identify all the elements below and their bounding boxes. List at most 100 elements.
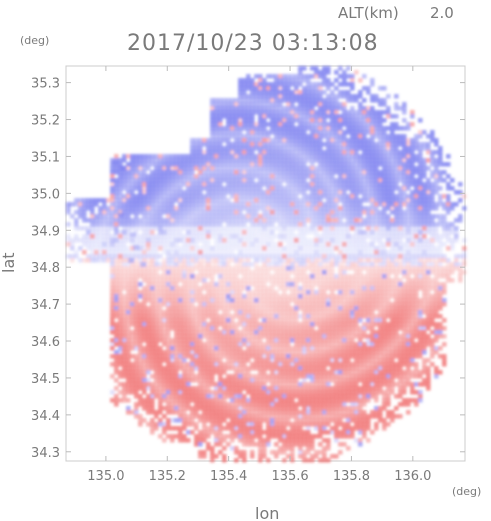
velocity-cell	[154, 242, 159, 247]
velocity-cell	[386, 162, 391, 167]
velocity-cell	[138, 222, 143, 227]
velocity-cell	[298, 314, 303, 319]
velocity-cell	[390, 334, 395, 339]
velocity-cell	[246, 110, 251, 115]
velocity-cell	[218, 174, 223, 179]
velocity-cell	[134, 274, 139, 279]
velocity-cell	[258, 322, 263, 327]
velocity-cell	[390, 154, 395, 159]
velocity-cell	[366, 246, 371, 251]
velocity-cell	[282, 78, 287, 83]
velocity-cell	[462, 250, 467, 255]
velocity-cell	[226, 266, 231, 271]
velocity-cell	[234, 114, 239, 119]
velocity-cell	[382, 186, 387, 191]
velocity-cell	[206, 138, 211, 143]
velocity-cell	[70, 258, 75, 263]
velocity-cell	[246, 166, 251, 171]
velocity-cell	[450, 266, 455, 271]
velocity-cell	[366, 186, 371, 191]
velocity-cell	[270, 118, 275, 123]
velocity-cell	[318, 114, 323, 119]
velocity-cell	[306, 98, 311, 103]
velocity-cell	[130, 270, 135, 275]
velocity-cell	[294, 302, 299, 307]
velocity-cell	[386, 94, 391, 99]
velocity-cell	[274, 254, 279, 259]
velocity-cell	[282, 162, 287, 167]
velocity-cell	[138, 166, 143, 171]
velocity-cell	[158, 182, 163, 187]
velocity-cell	[198, 334, 203, 339]
velocity-cell	[246, 122, 251, 127]
velocity-cell	[318, 282, 323, 287]
velocity-cell	[258, 106, 263, 111]
velocity-cell	[294, 306, 299, 311]
velocity-cell	[218, 246, 223, 251]
velocity-cell	[462, 258, 467, 263]
velocity-cell	[146, 234, 151, 239]
velocity-cell	[202, 334, 207, 339]
velocity-cell	[294, 130, 299, 135]
velocity-cell	[250, 190, 255, 195]
velocity-cell	[358, 250, 363, 255]
velocity-cell	[382, 334, 387, 339]
velocity-cell	[446, 274, 451, 279]
velocity-cell	[318, 126, 323, 131]
velocity-cell	[246, 170, 251, 175]
velocity-cell	[134, 334, 139, 339]
velocity-cell	[266, 258, 271, 263]
velocity-cell	[382, 322, 387, 327]
velocity-cell	[398, 126, 403, 131]
velocity-cell	[274, 122, 279, 127]
velocity-cell	[438, 214, 443, 219]
velocity-cell	[210, 350, 215, 355]
velocity-cell	[198, 270, 203, 275]
velocity-cell	[106, 210, 111, 215]
velocity-cell	[134, 342, 139, 347]
velocity-cell	[362, 146, 367, 151]
velocity-cell	[462, 206, 467, 211]
velocity-cell	[394, 162, 399, 167]
velocity-cell	[246, 194, 251, 199]
velocity-cell	[394, 158, 399, 163]
velocity-cell	[270, 106, 275, 111]
velocity-cell	[366, 262, 371, 267]
velocity-cell	[118, 270, 123, 275]
velocity-cell	[334, 210, 339, 215]
velocity-cell	[298, 138, 303, 143]
velocity-cell	[262, 214, 267, 219]
velocity-cell	[342, 250, 347, 255]
velocity-cell	[178, 166, 183, 171]
velocity-cell	[334, 194, 339, 199]
velocity-cell	[190, 342, 195, 347]
velocity-cell	[318, 302, 323, 307]
velocity-cell	[266, 102, 271, 107]
velocity-cell	[434, 150, 439, 155]
velocity-cell	[358, 254, 363, 259]
velocity-cell	[438, 290, 443, 295]
velocity-cell	[342, 138, 347, 143]
velocity-cell	[274, 118, 279, 123]
velocity-cell	[310, 330, 315, 335]
velocity-cell	[154, 222, 159, 227]
velocity-cell	[242, 126, 247, 131]
velocity-cell	[290, 322, 295, 327]
velocity-cell	[426, 194, 431, 199]
velocity-cell	[246, 274, 251, 279]
velocity-cell	[306, 166, 311, 171]
velocity-cell	[162, 314, 167, 319]
velocity-cell	[322, 326, 327, 331]
velocity-cell	[426, 262, 431, 267]
velocity-cell	[314, 74, 319, 79]
velocity-cell	[262, 274, 267, 279]
velocity-cell	[406, 258, 411, 263]
velocity-cell	[166, 338, 171, 343]
velocity-cell	[198, 346, 203, 351]
velocity-cell	[410, 266, 415, 271]
velocity-cell	[202, 322, 207, 327]
velocity-cell	[226, 250, 231, 255]
velocity-cell	[154, 262, 159, 267]
velocity-cell	[378, 290, 383, 295]
velocity-cell	[242, 342, 247, 347]
